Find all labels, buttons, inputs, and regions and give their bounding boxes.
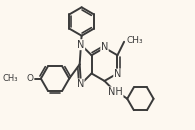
Text: N: N: [77, 40, 85, 50]
Text: N: N: [114, 69, 121, 79]
Text: NH: NH: [108, 87, 123, 97]
Text: CH₃: CH₃: [2, 74, 18, 83]
Text: N: N: [101, 42, 108, 52]
Text: CH₃: CH₃: [127, 36, 143, 45]
Text: N: N: [77, 79, 84, 89]
Text: O: O: [27, 74, 34, 83]
